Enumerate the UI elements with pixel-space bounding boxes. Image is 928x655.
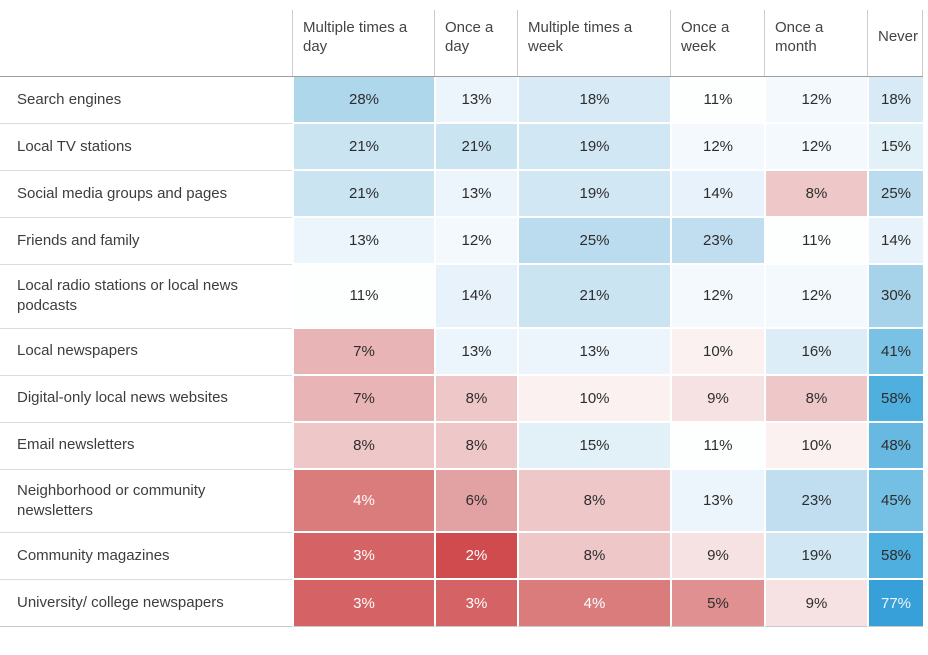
row-label: Digital-only local news websites	[0, 376, 292, 423]
row-label: Social media groups and pages	[0, 171, 292, 218]
row-label: University/ college newspapers	[0, 580, 292, 627]
row-label: Search engines	[0, 77, 292, 124]
heatmap-cell: 19%	[517, 124, 670, 171]
heatmap-cell: 3%	[292, 533, 434, 580]
column-header: Multiple times a day	[292, 0, 434, 77]
heatmap-cell: 7%	[292, 375, 434, 423]
corner-cell	[0, 0, 292, 77]
heatmap-cell: 12%	[764, 124, 867, 171]
heatmap-cell: 48%	[867, 422, 923, 470]
heatmap-cell: 45%	[867, 469, 923, 533]
heatmap-cell: 9%	[764, 580, 867, 627]
table-row: Community magazines 3% 2% 8% 9% 19% 58%	[0, 533, 923, 580]
heatmap-cell: 8%	[764, 375, 867, 423]
heatmap-cell: 12%	[434, 218, 517, 265]
heatmap-cell: 13%	[434, 77, 517, 124]
heatmap-cell: 15%	[517, 422, 670, 470]
column-header: Once a day	[434, 0, 517, 77]
heatmap-cell: 12%	[670, 124, 764, 171]
column-header: Never	[867, 0, 923, 77]
table-row: Social media groups and pages 21% 13% 19% 14…	[0, 171, 923, 218]
heatmap-cell: 11%	[670, 77, 764, 124]
column-header: Once a month	[764, 0, 867, 77]
heatmap-cell: 28%	[292, 77, 434, 124]
heatmap-cell: 58%	[867, 375, 923, 423]
heatmap-cell: 77%	[867, 580, 923, 627]
heatmap-cell: 12%	[764, 77, 867, 124]
heatmap-cell: 9%	[670, 375, 764, 423]
heatmap-cell: 41%	[867, 328, 923, 376]
heatmap-cell: 23%	[670, 218, 764, 265]
heatmap-cell: 23%	[764, 469, 867, 533]
heatmap-cell: 19%	[764, 533, 867, 580]
table-row: Friends and family 13% 12% 25% 23% 11% 14%	[0, 218, 923, 265]
heatmap-cell: 3%	[292, 580, 434, 627]
heatmap-cell: 8%	[517, 533, 670, 580]
table-row: Local radio stations or local news podca…	[0, 265, 923, 329]
row-label: Local TV stations	[0, 124, 292, 171]
table-row: University/ college newspapers 3% 3% 4% 5% 9%…	[0, 580, 923, 627]
heatmap-cell: 10%	[670, 328, 764, 376]
heatmap-cell: 6%	[434, 469, 517, 533]
table-row: Email newsletters 8% 8% 15% 11% 10% 48%	[0, 422, 923, 470]
heatmap-cell: 30%	[867, 265, 923, 329]
heatmap-cell: 14%	[670, 171, 764, 218]
row-label: Friends and family	[0, 218, 292, 265]
heatmap-cell: 12%	[764, 265, 867, 329]
heatmap-cell: 25%	[867, 171, 923, 218]
table-row: Local newspapers 7% 13% 13% 10% 16% 41%	[0, 328, 923, 376]
heatmap-cell: 10%	[517, 375, 670, 423]
heatmap-cell: 10%	[764, 422, 867, 470]
heatmap-cell: 8%	[764, 171, 867, 218]
heatmap-cell: 18%	[517, 77, 670, 124]
heatmap-cell: 8%	[434, 375, 517, 423]
heatmap-cell: 3%	[434, 580, 517, 627]
row-label: Community magazines	[0, 533, 292, 580]
column-header: Multiple times a week	[517, 0, 670, 77]
heatmap-cell: 58%	[867, 533, 923, 580]
heatmap-cell: 21%	[517, 265, 670, 329]
heatmap-cell: 11%	[764, 218, 867, 265]
heatmap-cell: 14%	[434, 265, 517, 329]
heatmap-cell: 11%	[292, 265, 434, 329]
table-row: Neighborhood or community newsletters 4% 6…	[0, 469, 923, 533]
heatmap-cell: 21%	[292, 124, 434, 171]
heatmap-cell: 7%	[292, 328, 434, 376]
heatmap-cell: 9%	[670, 533, 764, 580]
heatmap-cell: 4%	[517, 580, 670, 627]
row-label: Local newspapers	[0, 329, 292, 376]
table-row: Search engines 28% 13% 18% 11% 12% 18%	[0, 77, 923, 124]
heatmap-cell: 21%	[434, 124, 517, 171]
heatmap-cell: 8%	[292, 422, 434, 470]
heatmap-cell: 2%	[434, 533, 517, 580]
heatmap-cell: 19%	[517, 171, 670, 218]
row-label: Email newsletters	[0, 423, 292, 470]
table-body: Search engines 28% 13% 18% 11% 12% 18% Local TV…	[0, 77, 923, 627]
heatmap-cell: 13%	[434, 171, 517, 218]
heatmap-cell: 13%	[434, 328, 517, 376]
heatmap-cell: 13%	[517, 328, 670, 376]
heatmap-cell: 15%	[867, 124, 923, 171]
table-row: Digital-only local news websites 7% 8% 10% 9…	[0, 375, 923, 423]
heatmap-cell: 16%	[764, 328, 867, 376]
heatmap-cell: 8%	[434, 422, 517, 470]
heatmap-cell: 8%	[517, 469, 670, 533]
heatmap-cell: 18%	[867, 77, 923, 124]
row-label: Local radio stations or local news podca…	[0, 265, 292, 329]
heatmap-cell: 21%	[292, 171, 434, 218]
heatmap-cell: 14%	[867, 218, 923, 265]
heatmap-cell: 12%	[670, 265, 764, 329]
row-label: Neighborhood or community newsletters	[0, 470, 292, 533]
column-header: Once a week	[670, 0, 764, 77]
heatmap-cell: 25%	[517, 218, 670, 265]
table-row: Local TV stations 21% 21% 19% 12% 12% 15%	[0, 124, 923, 171]
heatmap-cell: 13%	[670, 469, 764, 533]
heatmap-cell: 5%	[670, 580, 764, 627]
heatmap-cell: 4%	[292, 469, 434, 533]
frequency-heatmap-table: Multiple times a day Once a day Multiple t…	[0, 0, 923, 627]
header-row: Multiple times a day Once a day Multiple t…	[0, 0, 923, 77]
heatmap-cell: 11%	[670, 422, 764, 470]
heatmap-cell: 13%	[292, 218, 434, 265]
